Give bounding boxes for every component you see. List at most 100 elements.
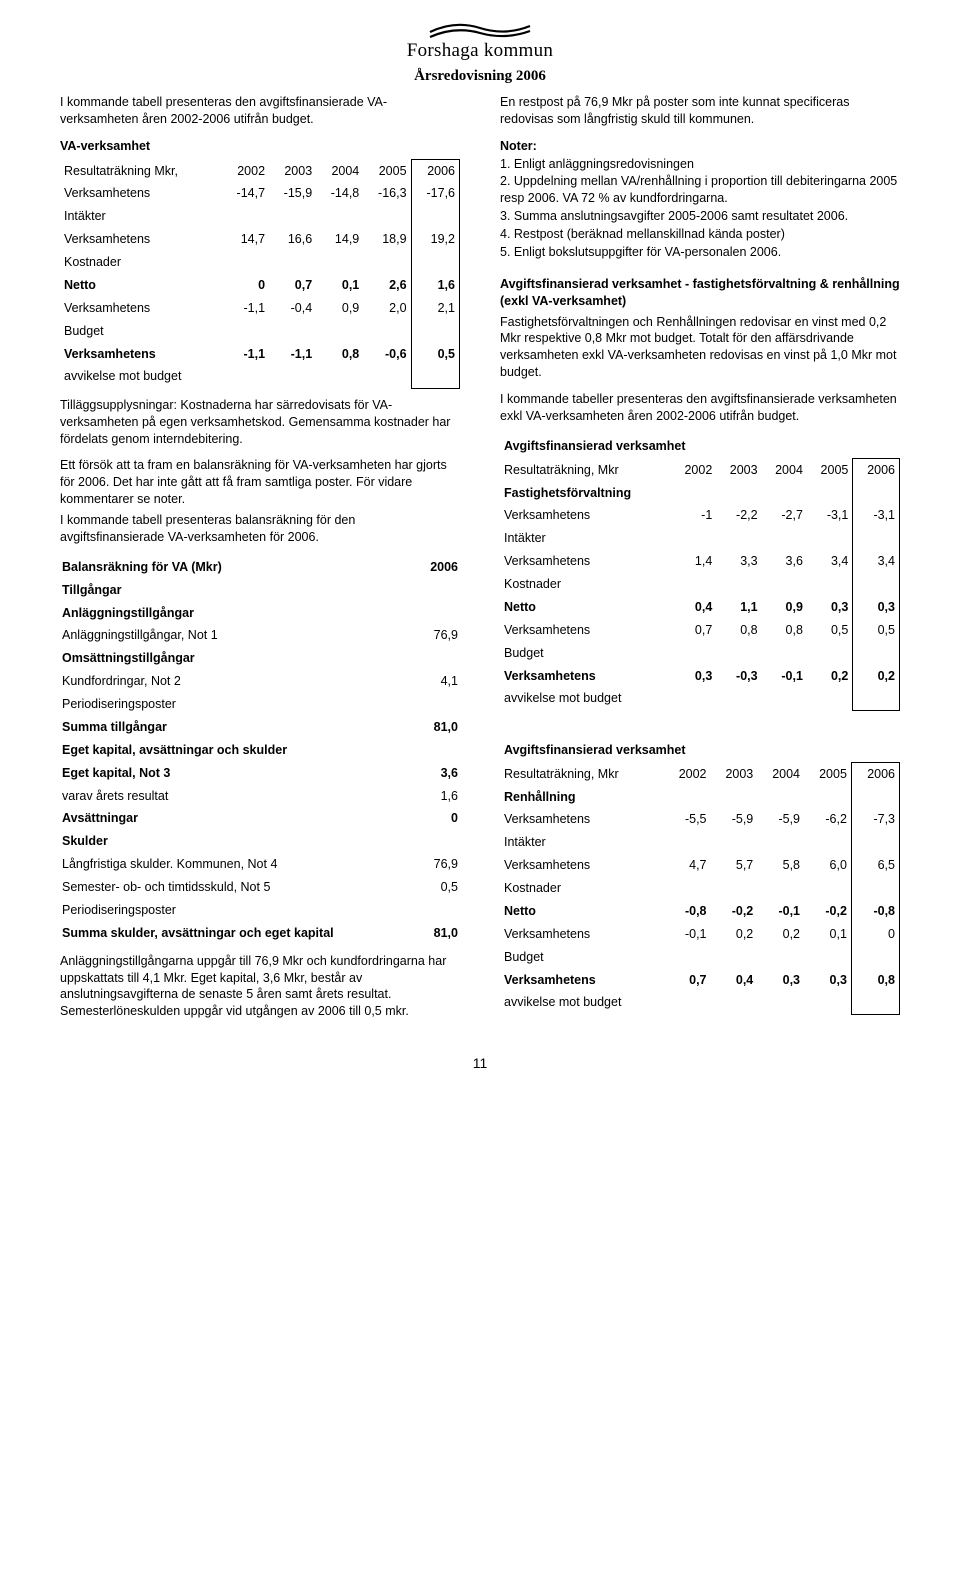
table-row: Långfristiga skulder. Kommunen, Not 476,… bbox=[60, 853, 460, 876]
table-cell: 19,2 bbox=[411, 228, 459, 251]
table-cell: -7,3 bbox=[851, 808, 899, 831]
table-cell bbox=[853, 642, 900, 665]
table-cell: 0,2 bbox=[853, 665, 900, 688]
table-cell: Omsättningstillgångar bbox=[60, 647, 419, 670]
table-row: Semester- ob- och timtidsskuld, Not 50,5 bbox=[60, 876, 460, 899]
table-cell: 0,2 bbox=[711, 923, 758, 946]
table-row: Verksamhetens0,70,40,30,30,8 bbox=[500, 969, 900, 992]
table-row: Verksamhetens-1-2,2-2,7-3,1-3,1 bbox=[500, 504, 900, 527]
brand-logo: Forshaga kommun bbox=[60, 20, 900, 64]
content-columns: I kommande tabell presenteras den avgift… bbox=[60, 94, 900, 1030]
table-cell bbox=[269, 365, 316, 388]
table-cell: -1,1 bbox=[222, 343, 269, 366]
table-row: Kostnader bbox=[500, 573, 900, 596]
brand-name: Forshaga kommun bbox=[407, 38, 553, 64]
note-item: 4. Restpost (beräknad mellanskillnad kän… bbox=[500, 226, 900, 243]
table-cell: 2,6 bbox=[363, 274, 411, 297]
table-cell: Summa skulder, avsättningar och eget kap… bbox=[60, 922, 419, 945]
table-cell: Budget bbox=[60, 320, 222, 343]
table-cell: 3,4 bbox=[853, 550, 900, 573]
table-cell: 0,1 bbox=[804, 923, 851, 946]
table-cell bbox=[807, 573, 853, 596]
table-cell bbox=[853, 687, 900, 710]
table-row: Periodiseringsposter bbox=[60, 693, 460, 716]
table-cell: Tillgångar bbox=[60, 579, 419, 602]
note-item: 3. Summa anslutningsavgifter 2005-2006 s… bbox=[500, 208, 900, 225]
table-cell: 4,1 bbox=[419, 670, 460, 693]
table-cell: Balansräkning för VA (Mkr) bbox=[60, 556, 419, 579]
table-cell bbox=[316, 320, 363, 343]
table-cell bbox=[853, 527, 900, 550]
table-row: Periodiseringsposter bbox=[60, 899, 460, 922]
table-cell bbox=[419, 693, 460, 716]
table-cell: -5,9 bbox=[711, 808, 758, 831]
table-cell: -0,8 bbox=[664, 900, 711, 923]
table-cell: -1 bbox=[671, 504, 716, 527]
table-cell: -0,2 bbox=[711, 900, 758, 923]
table-row: Kostnader bbox=[60, 251, 460, 274]
table-cell: 5,8 bbox=[757, 854, 804, 877]
table-cell: 81,0 bbox=[419, 922, 460, 945]
table-cell: Anläggningstillgångar, Not 1 bbox=[60, 624, 419, 647]
table-cell: -17,6 bbox=[411, 182, 459, 205]
section2-title: Avgiftsfinansierad verksamhet - fastighe… bbox=[500, 276, 900, 310]
table-cell: Eget kapital, avsättningar och skulder bbox=[60, 739, 419, 762]
table-cell: 81,0 bbox=[419, 716, 460, 739]
table-row: Eget kapital, avsättningar och skulder bbox=[60, 739, 460, 762]
table-cell bbox=[762, 687, 807, 710]
table-cell: Netto bbox=[60, 274, 222, 297]
table-cell: avvikelse mot budget bbox=[500, 991, 664, 1014]
table-cell: Eget kapital, Not 3 bbox=[60, 762, 419, 785]
table-cell bbox=[316, 251, 363, 274]
table-cell: 1,6 bbox=[411, 274, 459, 297]
table-cell: 3,3 bbox=[716, 550, 761, 573]
table-cell: Verksamhetens bbox=[500, 665, 671, 688]
table-cell: Semester- ob- och timtidsskuld, Not 5 bbox=[60, 876, 419, 899]
table-cell: -0,6 bbox=[363, 343, 411, 366]
table-cell: -5,5 bbox=[664, 808, 711, 831]
table-cell bbox=[419, 602, 460, 625]
page: Forshaga kommun Årsredovisning 2006 I ko… bbox=[0, 0, 960, 1103]
table-cell bbox=[222, 320, 269, 343]
table-cell bbox=[716, 687, 761, 710]
notes-title: Noter: bbox=[500, 138, 900, 155]
table-cell: -0,1 bbox=[664, 923, 711, 946]
table-cell: Kostnader bbox=[500, 877, 664, 900]
table-cell: -1,1 bbox=[222, 297, 269, 320]
table-row: Verksamhetens0,70,80,80,50,5 bbox=[500, 619, 900, 642]
table-cell: 2,1 bbox=[411, 297, 459, 320]
table-cell bbox=[363, 205, 411, 228]
table-cell bbox=[419, 579, 460, 602]
table-row: avvikelse mot budget bbox=[500, 991, 900, 1014]
table-cell: Anläggningstillgångar bbox=[60, 602, 419, 625]
table-row: Netto-0,8-0,2-0,1-0,2-0,8 bbox=[500, 900, 900, 923]
table-cell: 0 bbox=[419, 807, 460, 830]
table-cell: -2,2 bbox=[716, 504, 761, 527]
table-cell: 14,7 bbox=[222, 228, 269, 251]
notes-block: Noter: 1. Enligt anläggningsredovisninge… bbox=[500, 138, 900, 261]
restpost-paragraph: En restpost på 76,9 Mkr på poster som in… bbox=[500, 94, 900, 128]
table-cell: -5,9 bbox=[757, 808, 804, 831]
table-cell: 1,1 bbox=[716, 596, 761, 619]
table-cell: 76,9 bbox=[419, 624, 460, 647]
table-row: avvikelse mot budget bbox=[500, 687, 900, 710]
table-cell bbox=[757, 877, 804, 900]
table-cell: Intäkter bbox=[60, 205, 222, 228]
table-cell bbox=[757, 831, 804, 854]
table-row: Tillgångar bbox=[60, 579, 460, 602]
table-cell: Långfristiga skulder. Kommunen, Not 4 bbox=[60, 853, 419, 876]
page-header: Forshaga kommun Årsredovisning 2006 bbox=[60, 20, 900, 86]
table-row: Anläggningstillgångar bbox=[60, 602, 460, 625]
table-row: Netto0,41,10,90,30,3 bbox=[500, 596, 900, 619]
table-row: Budget bbox=[500, 946, 900, 969]
table-cell: 0,4 bbox=[671, 596, 716, 619]
table-cell: -0,3 bbox=[716, 665, 761, 688]
table-cell: varav årets resultat bbox=[60, 785, 419, 808]
table-row: Verksamhetens-1,1-0,40,92,02,1 bbox=[60, 297, 460, 320]
table-cell: 0,2 bbox=[757, 923, 804, 946]
table-cell: 0,9 bbox=[316, 297, 363, 320]
table-cell: Kostnader bbox=[60, 251, 222, 274]
table-cell: -0,4 bbox=[269, 297, 316, 320]
table-cell: -0,1 bbox=[757, 900, 804, 923]
table-cell bbox=[711, 946, 758, 969]
